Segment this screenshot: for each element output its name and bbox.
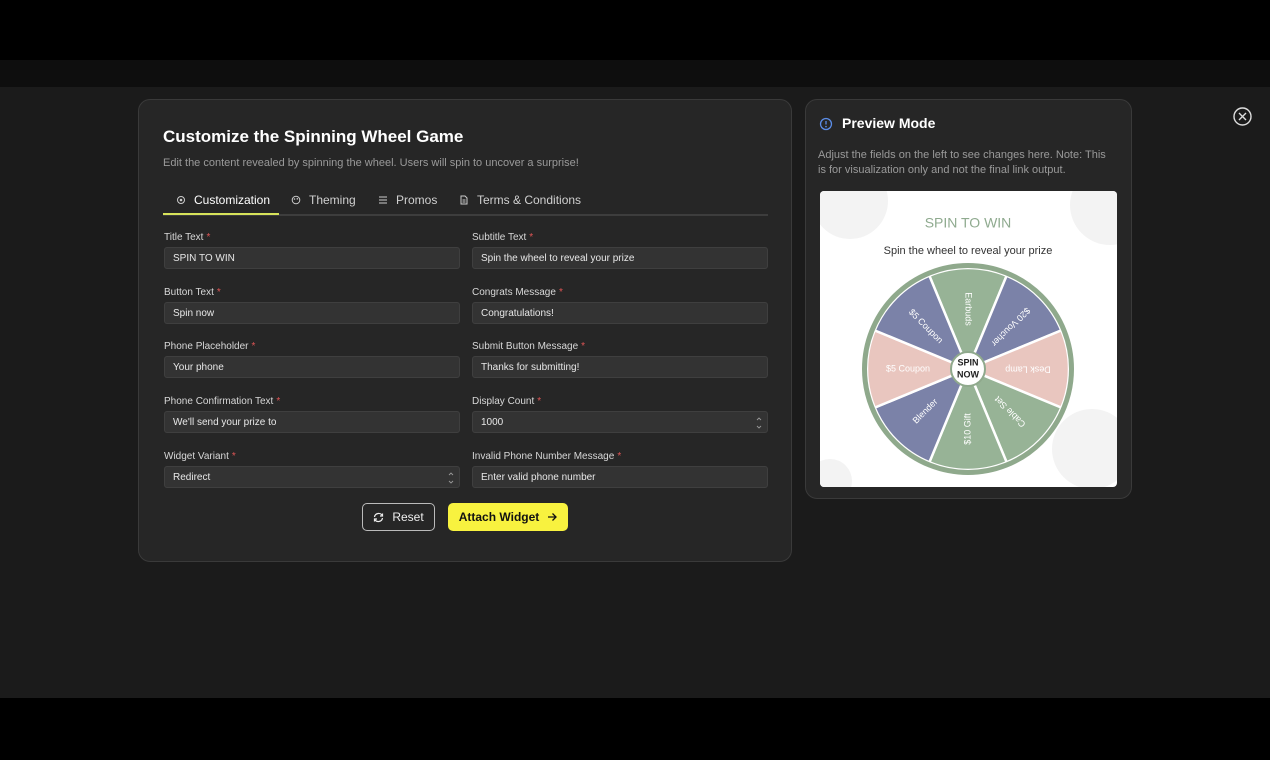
info-icon	[819, 117, 833, 131]
field-label: Widget Variant *	[164, 451, 236, 462]
field-label: Invalid Phone Number Message *	[472, 451, 621, 462]
tab-rule	[163, 214, 768, 216]
arrow-icon	[548, 513, 558, 521]
input-value: SPIN TO WIN	[173, 253, 235, 264]
input-value: 1000	[481, 417, 504, 429]
required-mark: *	[216, 286, 221, 298]
field-label: Submit Button Message *	[472, 341, 585, 352]
input-value: Your phone	[173, 362, 224, 374]
preview-card: SPIN TO WIN Spin the wheel to reveal your…	[820, 191, 1117, 487]
tab-label: Theming	[309, 193, 356, 207]
preview-description: Adjust the fields on the left to see cha…	[818, 149, 1106, 176]
spinner	[756, 417, 762, 429]
input-value: Enter valid phone number	[481, 471, 596, 483]
wheel-hub[interactable]	[950, 351, 986, 387]
tab-label: Promos	[396, 193, 438, 207]
hub-label: NOW	[957, 369, 980, 379]
field-label: Button Text *	[164, 287, 221, 298]
label-text: Congrats Message	[472, 286, 556, 298]
text-input[interactable]: Spin the wheel to reveal your prize	[472, 247, 768, 269]
required-mark: *	[537, 396, 542, 408]
tab-label: Terms & Conditions	[477, 193, 582, 207]
label-text: Button Text	[164, 286, 214, 298]
text-input[interactable]: SPIN TO WIN	[164, 247, 460, 269]
backdrop-top	[0, 60, 1270, 87]
text-input[interactable]: 1000	[472, 411, 768, 434]
reset-button[interactable]: Reset	[362, 503, 435, 531]
attach-button[interactable]: Attach Widget	[448, 503, 568, 531]
required-mark: *	[231, 450, 236, 462]
wheel-segment	[865, 328, 972, 410]
segment-label: Earbuds	[964, 292, 974, 326]
preview-title: Preview Mode	[842, 115, 936, 131]
text-input[interactable]: Spin now	[164, 301, 460, 324]
tab-icon	[460, 195, 468, 205]
field-label: Phone Placeholder *	[164, 341, 255, 352]
input-value: Spin the wheel to reveal your prize	[481, 253, 635, 264]
input-value: Redirect	[173, 471, 211, 483]
input-value: We'll send your prize to	[173, 417, 277, 429]
label-text: Submit Button Message	[472, 341, 579, 353]
segment-label: $10 Gift	[962, 413, 972, 445]
title: Customize the Spinning Wheel Game	[163, 127, 464, 146]
input-value: Spin now	[173, 307, 215, 319]
hub-label: SPIN	[957, 357, 978, 367]
subtitle: Edit the content revealed by spinning th…	[163, 157, 579, 169]
tab[interactable]: Theming	[291, 193, 356, 207]
attach-label: Attach Widget	[458, 510, 540, 524]
field-label: Phone Confirmation Text *	[164, 396, 280, 407]
input-value: Congratulations!	[481, 307, 554, 319]
text-input[interactable]: We'll send your prize to	[164, 411, 460, 434]
text-input[interactable]: Enter valid phone number	[472, 465, 768, 488]
label-text: Widget Variant	[164, 450, 229, 462]
wheel-preview: SPIN TO WIN Spin the wheel to reveal your…	[820, 191, 1117, 487]
required-mark: *	[529, 232, 534, 243]
label-text: Subtitle Text	[472, 232, 527, 243]
input-value: Thanks for submitting!	[481, 362, 580, 374]
tab-icon	[177, 196, 185, 204]
select-arrow	[448, 472, 454, 484]
text-input[interactable]: Your phone	[164, 356, 460, 379]
label-text: Title Text	[164, 232, 204, 243]
form-panel: Customize the Spinning Wheel Game Edit t…	[138, 99, 792, 562]
field-label: Subtitle Text *	[472, 232, 533, 243]
required-mark: *	[206, 232, 211, 243]
tab[interactable]: Customization	[176, 193, 270, 207]
wheel-rim	[862, 263, 1074, 475]
card-subtitle: Spin the wheel to reveal your prize	[884, 245, 1053, 257]
segment-label: Desk Lamp	[1005, 365, 1051, 375]
wheel-segment	[873, 274, 971, 372]
preview-panel: Preview Mode Adjust the fields on the le…	[805, 99, 1132, 499]
field-label: Display Count *	[472, 396, 541, 407]
text-input[interactable]: Thanks for submitting!	[472, 356, 768, 379]
tab-icon	[379, 196, 387, 204]
required-mark: *	[251, 341, 256, 353]
required-mark: *	[276, 396, 281, 408]
label-text: Phone Placeholder	[164, 341, 249, 353]
tab-icon	[291, 195, 301, 205]
tab-label: Customization	[194, 193, 271, 207]
tab-underline	[163, 213, 279, 215]
tab[interactable]: Promos	[378, 193, 437, 207]
field-label: Title Text *	[164, 232, 210, 243]
reset-label: Reset	[392, 510, 424, 524]
required-mark: *	[581, 341, 586, 353]
field-label: Congrats Message *	[472, 287, 563, 298]
card-title: SPIN TO WIN	[925, 215, 1012, 231]
label-text: Invalid Phone Number Message	[472, 450, 615, 462]
label-text: Display Count	[472, 396, 535, 408]
reset-icon	[374, 512, 384, 522]
label-text: Phone Confirmation Text	[164, 396, 274, 408]
text-input[interactable]: Congratulations!	[472, 301, 768, 324]
required-mark: *	[617, 450, 622, 462]
text-input[interactable]: Redirect	[164, 465, 460, 488]
required-mark: *	[558, 286, 563, 298]
segment-label: $5 Coupon	[886, 363, 930, 373]
wheel-segment	[927, 266, 1009, 373]
tab[interactable]: Terms & Conditions	[459, 193, 581, 207]
close-button[interactable]	[1232, 106, 1253, 127]
